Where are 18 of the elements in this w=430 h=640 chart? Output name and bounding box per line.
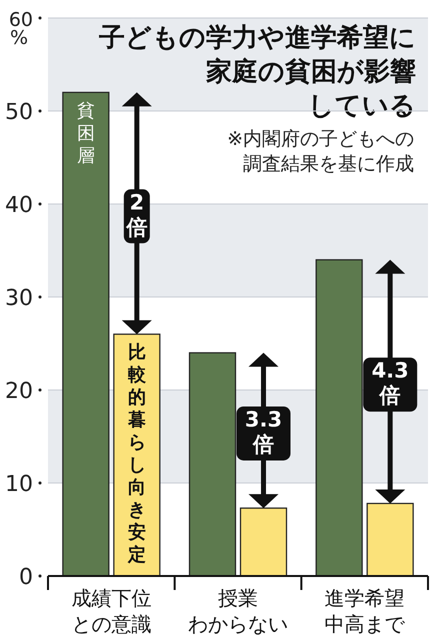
y-tick-label: 50	[5, 100, 33, 125]
bar	[316, 259, 363, 577]
y-tick-label: 0	[19, 565, 33, 590]
series-label: 貧困層	[76, 100, 95, 166]
text: 比較的暮らし向き安定	[128, 342, 146, 566]
y-tick-label: 30	[5, 286, 33, 311]
bar	[188, 352, 236, 577]
annotation: 4.3倍	[372, 358, 409, 408]
x-tick-label: 進学希望中高まで	[324, 586, 406, 636]
y-tick-label: 20	[5, 379, 33, 404]
annotation: 2倍	[125, 190, 148, 240]
y-tick-label: 40	[5, 193, 33, 218]
text: ※内閣府の子どもへの調査結果を基に作成	[227, 128, 414, 175]
y-tick-label: 10	[5, 472, 33, 497]
x-tick-label: 成績下位との意識	[71, 586, 152, 636]
x-tick-label: 授業わからない	[188, 586, 288, 636]
bar	[62, 92, 110, 577]
annotation: 3.3倍	[244, 407, 282, 456]
